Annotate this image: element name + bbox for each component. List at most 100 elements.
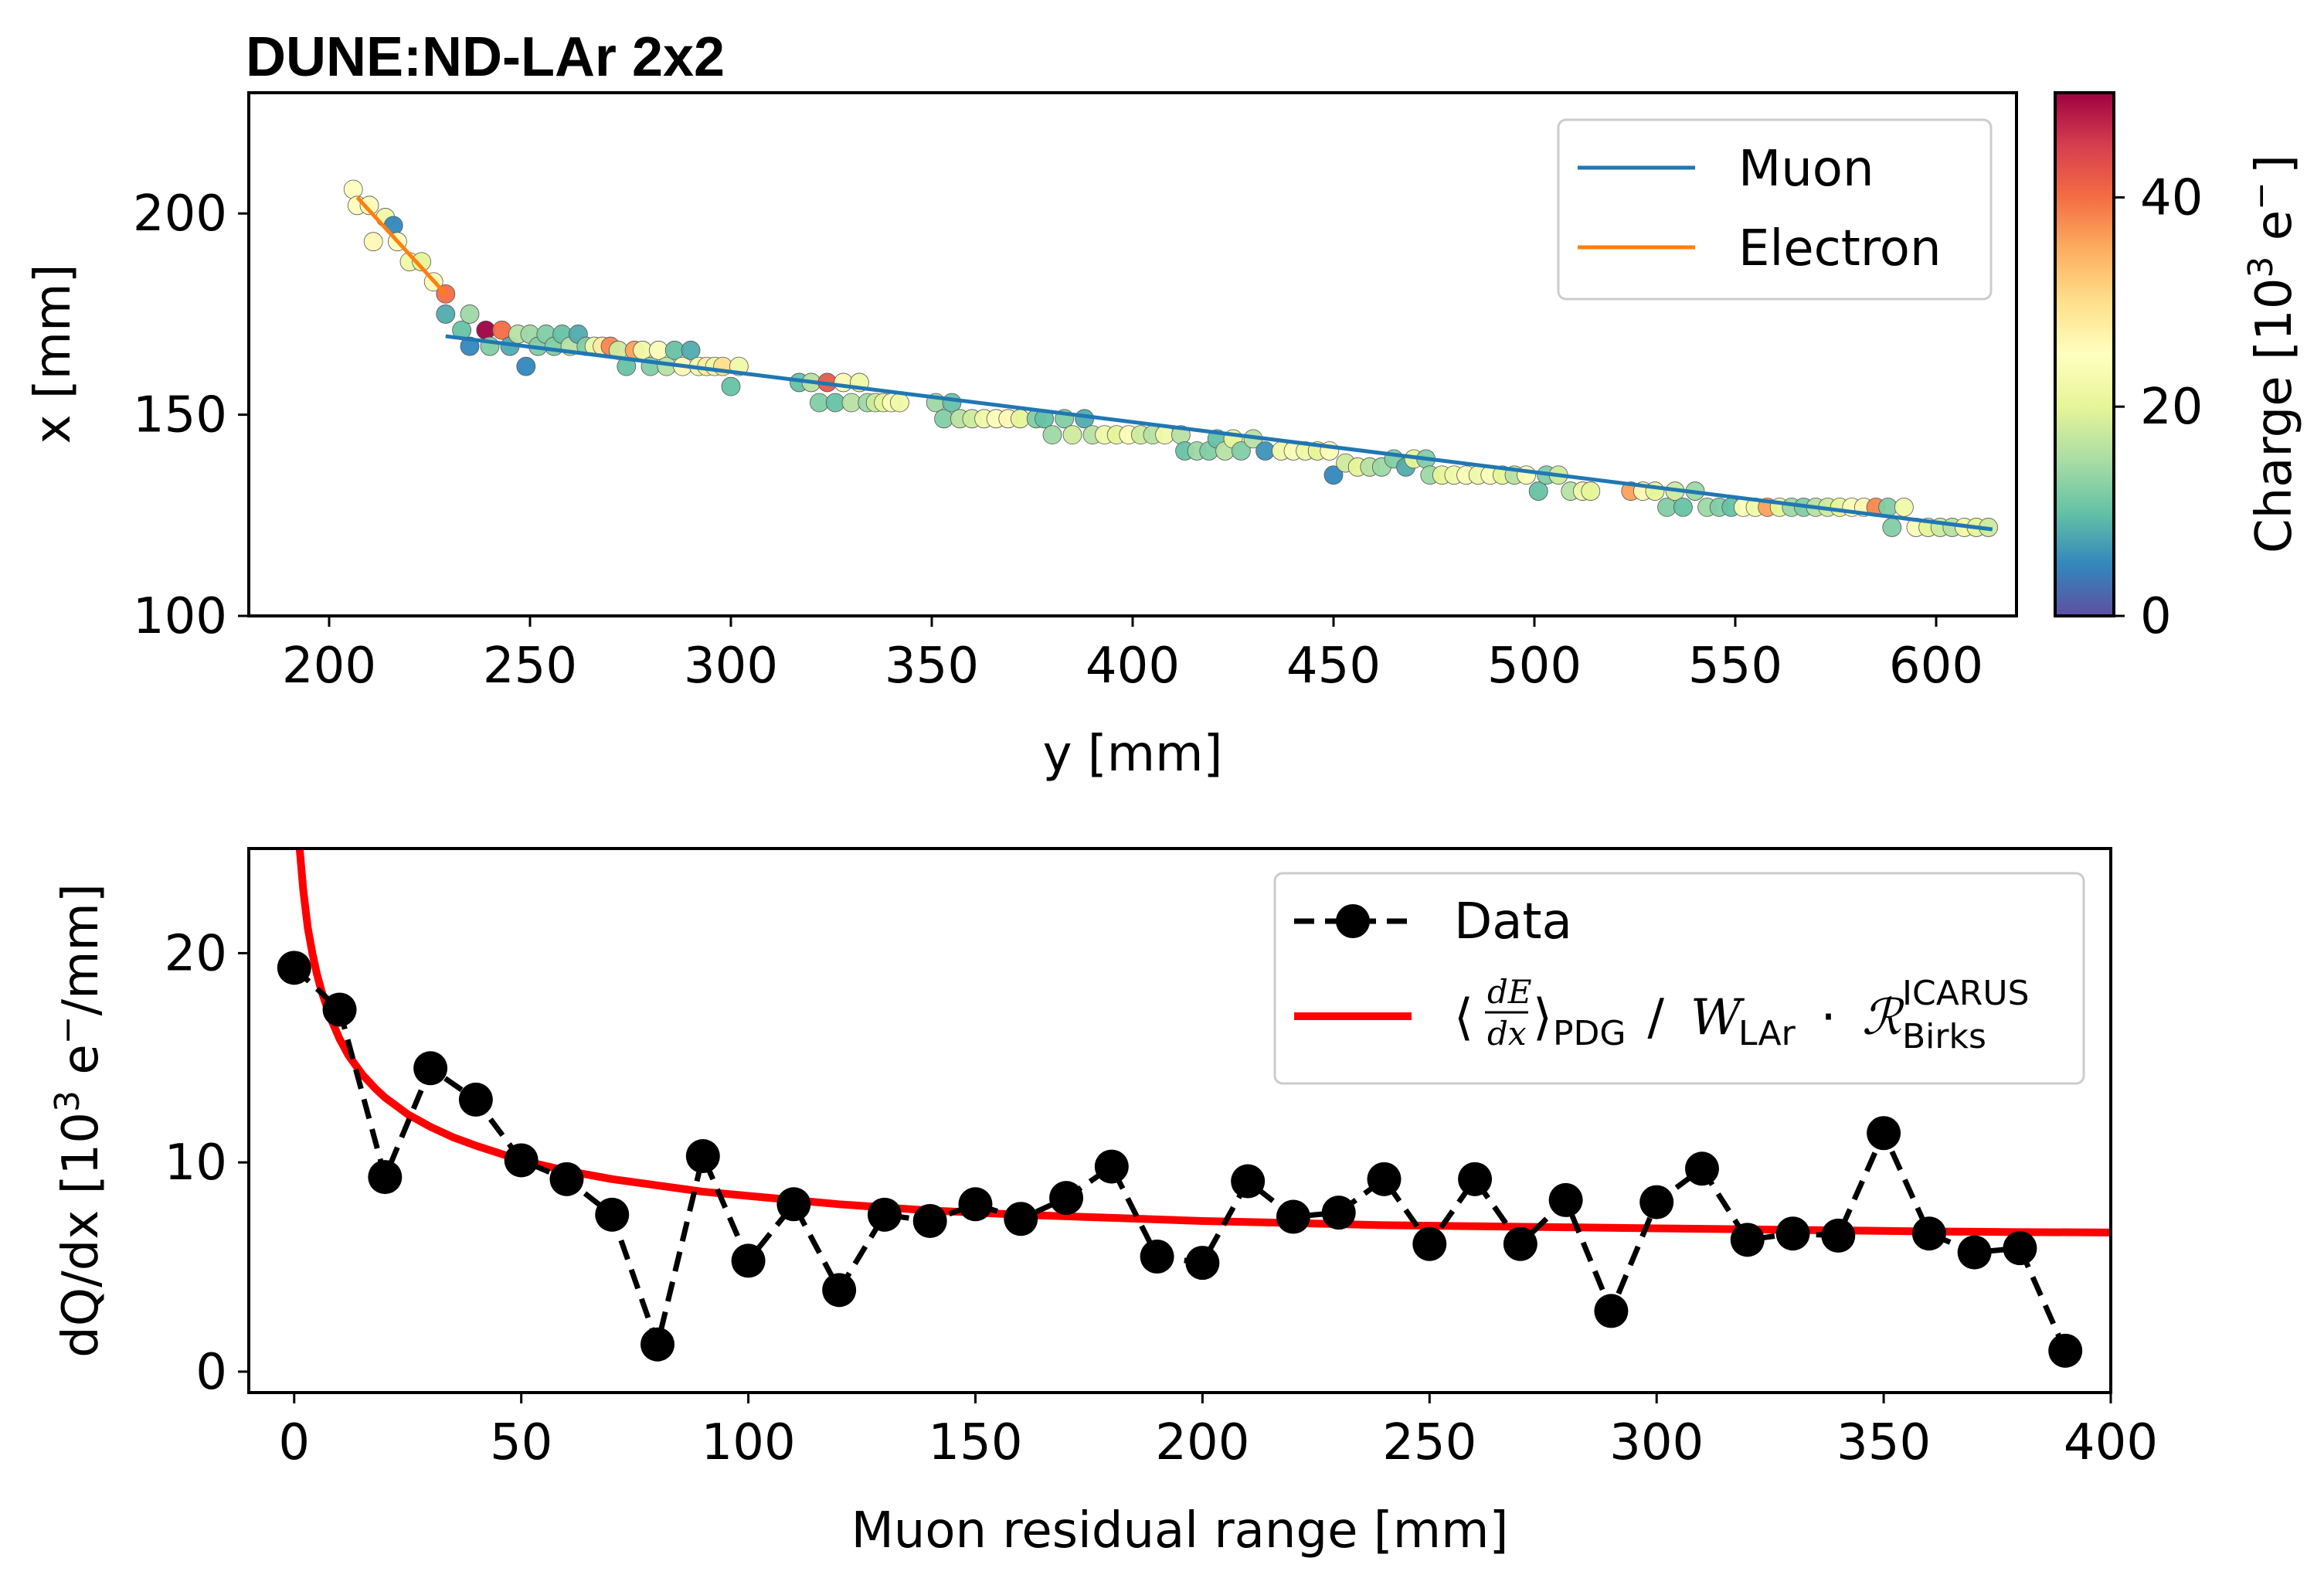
charge-hit: [890, 393, 909, 413]
y-tick-label: 100: [133, 588, 227, 645]
chart-title: DUNE:ND-LAr 2x2: [246, 26, 725, 88]
top-legend: Muon Electron: [1557, 118, 1993, 301]
data-point: [1231, 1164, 1266, 1199]
data-point: [731, 1243, 766, 1278]
data-point: [458, 1082, 493, 1117]
x-tick-label: 450: [1286, 638, 1381, 695]
svg-text:LAr: LAr: [1738, 1014, 1796, 1053]
data-point: [413, 1051, 448, 1086]
bottom-legend-box: [1273, 872, 2085, 1085]
svg-text:·: ·: [1805, 989, 1852, 1046]
data-point: [912, 1203, 947, 1238]
data-point: [776, 1187, 811, 1222]
svg-text:ℛ: ℛ: [1862, 989, 1904, 1046]
data-dashed-line: [292, 965, 2068, 1355]
data-point: [322, 992, 357, 1027]
data-point: [1458, 1162, 1493, 1196]
charge-hit: [516, 356, 536, 376]
track-lines: [355, 196, 1993, 532]
data-point: [2003, 1231, 2037, 1266]
x-tick-label: 300: [684, 638, 778, 695]
data-point: [1004, 1202, 1038, 1236]
legend-data-label: Data: [1454, 893, 1572, 951]
y-tick-label: 20: [165, 925, 227, 982]
x-tick-label: 400: [2064, 1414, 2158, 1471]
x-tick-label: 350: [885, 638, 979, 695]
data-point: [2048, 1333, 2083, 1368]
data-point: [1412, 1226, 1447, 1261]
x-tick-label: 150: [928, 1414, 1022, 1471]
data-point: [822, 1273, 857, 1308]
charge-hit: [825, 393, 845, 413]
data-point: [1911, 1216, 1946, 1251]
charge-hit: [942, 393, 962, 413]
colorbar-tick-label: 0: [2140, 588, 2172, 645]
data-point: [1094, 1149, 1129, 1184]
data-point: [1684, 1151, 1719, 1186]
charge-hit: [1673, 497, 1693, 517]
charge-hit: [1062, 425, 1082, 445]
data-point: [1594, 1294, 1629, 1328]
x-tick-label: 50: [490, 1414, 552, 1471]
charge-hit: [841, 393, 861, 413]
legend-model-label: ⟨ dE dx ⟩ PDG / W LAr · ℛ ICARUS Birks: [1454, 973, 2030, 1056]
x-tick-label: 300: [1609, 1414, 1704, 1471]
data-point: [1321, 1196, 1356, 1230]
charge-hit: [436, 304, 456, 324]
data-point: [867, 1197, 902, 1232]
legend-data-swatch-marker: [1336, 904, 1370, 938]
charge-hit: [1528, 481, 1548, 501]
colorbar-ticks: 0 20 40: [2114, 169, 2203, 645]
charge-hit: [1255, 441, 1275, 461]
data-point: [1367, 1162, 1402, 1196]
x-tick-label: 250: [1382, 1414, 1476, 1471]
x-tick-label: 350: [1836, 1414, 1931, 1471]
data-point: [549, 1162, 584, 1196]
x-tick-label: 100: [702, 1414, 796, 1471]
x-tick-label: 200: [282, 638, 376, 695]
data-point: [1867, 1116, 1901, 1151]
data-point: [958, 1187, 993, 1222]
colorbar-tick-label: 40: [2140, 169, 2203, 226]
data-point: [1730, 1223, 1765, 1257]
top-x-ticks: 200 250 300 350 400 450 500 550 600: [282, 616, 1983, 695]
electron-track-line: [355, 196, 447, 296]
x-tick-label: 500: [1487, 638, 1582, 695]
charge-hit: [1323, 465, 1344, 485]
colorbar-tick-label: 20: [2140, 379, 2203, 436]
y-tick-label: 150: [133, 387, 227, 444]
data-point: [1049, 1181, 1084, 1216]
data-point: [1639, 1185, 1674, 1219]
charge-hit: [934, 409, 953, 429]
bottom-x-ticks: 0 50 100 150 200 250 300 350 400: [278, 1393, 2158, 1471]
data-point: [1821, 1218, 1856, 1253]
charge-hit: [721, 376, 741, 396]
legend-electron-label: Electron: [1738, 220, 1942, 277]
data-point: [1775, 1216, 1810, 1251]
svg-text:dx: dx: [1487, 1015, 1527, 1053]
top-legend-box: [1557, 118, 1993, 301]
bottom-plot-frame: [247, 847, 2112, 1394]
data-point: [1185, 1246, 1220, 1281]
charge-hit: [1894, 497, 1914, 517]
data-point: [1548, 1182, 1583, 1217]
colorbar-label: Charge [103 e−]: [2241, 155, 2303, 553]
x-tick-label: 400: [1086, 638, 1180, 695]
top-y-axis-label: x [mm]: [25, 264, 82, 444]
data-series: [277, 951, 2083, 1368]
x-tick-label: 200: [1155, 1414, 1249, 1471]
charge-hit: [460, 304, 480, 324]
charge-hit: [1042, 425, 1062, 445]
data-point: [277, 951, 311, 985]
svg-text:⟩: ⟩: [1533, 989, 1552, 1046]
charge-hit: [834, 372, 853, 393]
muon-track-line: [445, 334, 1993, 532]
svg-text:PDG: PDG: [1553, 1014, 1626, 1053]
svg-text:W: W: [1690, 989, 1745, 1046]
legend-muon-label: Muon: [1738, 141, 1874, 198]
charge-hit: [492, 320, 511, 340]
y-tick-label: 0: [195, 1344, 227, 1401]
bottom-legend: Data ⟨ dE dx ⟩ PDG / W LAr · ℛ ICARUS Bi…: [1273, 872, 2085, 1085]
charge-hit: [343, 179, 363, 199]
